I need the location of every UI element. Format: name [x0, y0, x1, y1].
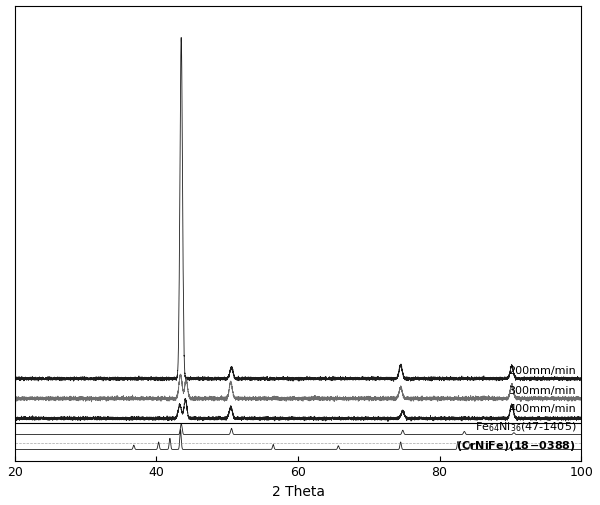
Text: 300mm/min: 300mm/min	[509, 385, 576, 395]
Text: Fe$_{64}$Ni$_{36}$(47-1405): Fe$_{64}$Ni$_{36}$(47-1405)	[475, 419, 576, 433]
X-axis label: 2 Theta: 2 Theta	[271, 484, 325, 498]
Text: $\bf{(CrNiFe)(18\!-\!0388)}$: $\bf{(CrNiFe)(18\!-\!0388)}$	[457, 438, 576, 452]
Text: 200mm/min: 200mm/min	[508, 365, 576, 375]
Text: 400mm/min: 400mm/min	[508, 403, 576, 414]
